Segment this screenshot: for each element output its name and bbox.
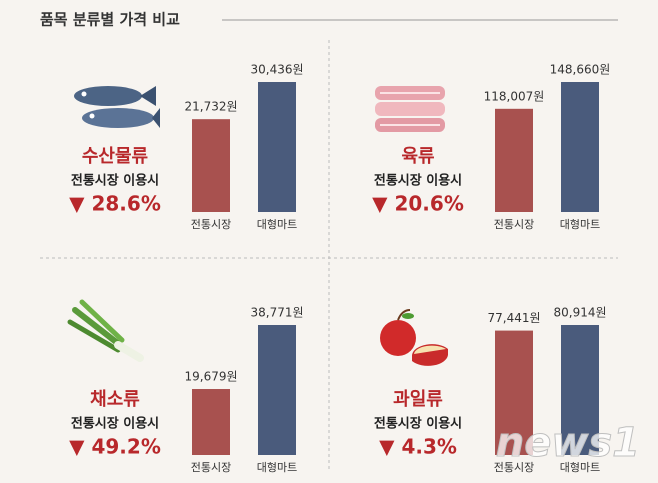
discount-annotation: ▼ 28.6% bbox=[69, 192, 161, 216]
bar bbox=[495, 108, 533, 212]
x-tick-label: 대형마트 bbox=[257, 218, 297, 231]
bar bbox=[258, 325, 296, 455]
bar bbox=[561, 82, 599, 212]
discount-annotation: ▼ 4.3% bbox=[379, 435, 457, 459]
category-subtitle: 전통시장 이용시 bbox=[374, 173, 462, 189]
value-label: 77,441원 bbox=[487, 311, 540, 325]
x-tick-label: 대형마트 bbox=[560, 218, 600, 231]
x-tick-label: 전통시장 bbox=[494, 218, 534, 231]
category-title: 채소류 bbox=[90, 389, 140, 410]
bar bbox=[561, 325, 599, 455]
fish-icon bbox=[74, 86, 160, 128]
category-title: 수산물류 bbox=[82, 146, 148, 167]
onion-icon bbox=[67, 299, 144, 362]
bar bbox=[258, 82, 296, 212]
x-tick-label: 전통시장 bbox=[191, 218, 231, 231]
value-label: 148,660원 bbox=[550, 63, 611, 77]
category-subtitle: 전통시장 이용시 bbox=[374, 416, 462, 432]
watermark: news1 bbox=[496, 420, 640, 466]
discount-annotation: ▼ 20.6% bbox=[372, 192, 464, 216]
category-title: 육류 bbox=[401, 146, 434, 167]
value-label: 118,007원 bbox=[484, 89, 545, 103]
apple-icon bbox=[380, 309, 448, 366]
x-tick-label: 대형마트 bbox=[257, 461, 297, 474]
value-label: 30,436원 bbox=[250, 63, 303, 77]
x-tick-label: 대형마트 bbox=[560, 461, 600, 474]
value-label: 19,679원 bbox=[184, 370, 237, 384]
bar bbox=[192, 119, 230, 212]
value-label: 80,914원 bbox=[553, 306, 606, 320]
category-title: 과일류 bbox=[393, 389, 443, 410]
value-label: 21,732원 bbox=[184, 100, 237, 114]
discount-annotation: ▼ 49.2% bbox=[69, 435, 161, 459]
category-subtitle: 전통시장 이용시 bbox=[71, 416, 159, 432]
value-label: 38,771원 bbox=[250, 306, 303, 320]
bar bbox=[495, 330, 533, 455]
x-tick-label: 전통시장 bbox=[494, 461, 534, 474]
bar bbox=[192, 389, 230, 455]
page-title: 품목 분류별 가격 비교 bbox=[40, 11, 180, 29]
x-tick-label: 전통시장 bbox=[191, 461, 231, 474]
category-subtitle: 전통시장 이용시 bbox=[71, 173, 159, 189]
meat-icon bbox=[375, 86, 445, 132]
